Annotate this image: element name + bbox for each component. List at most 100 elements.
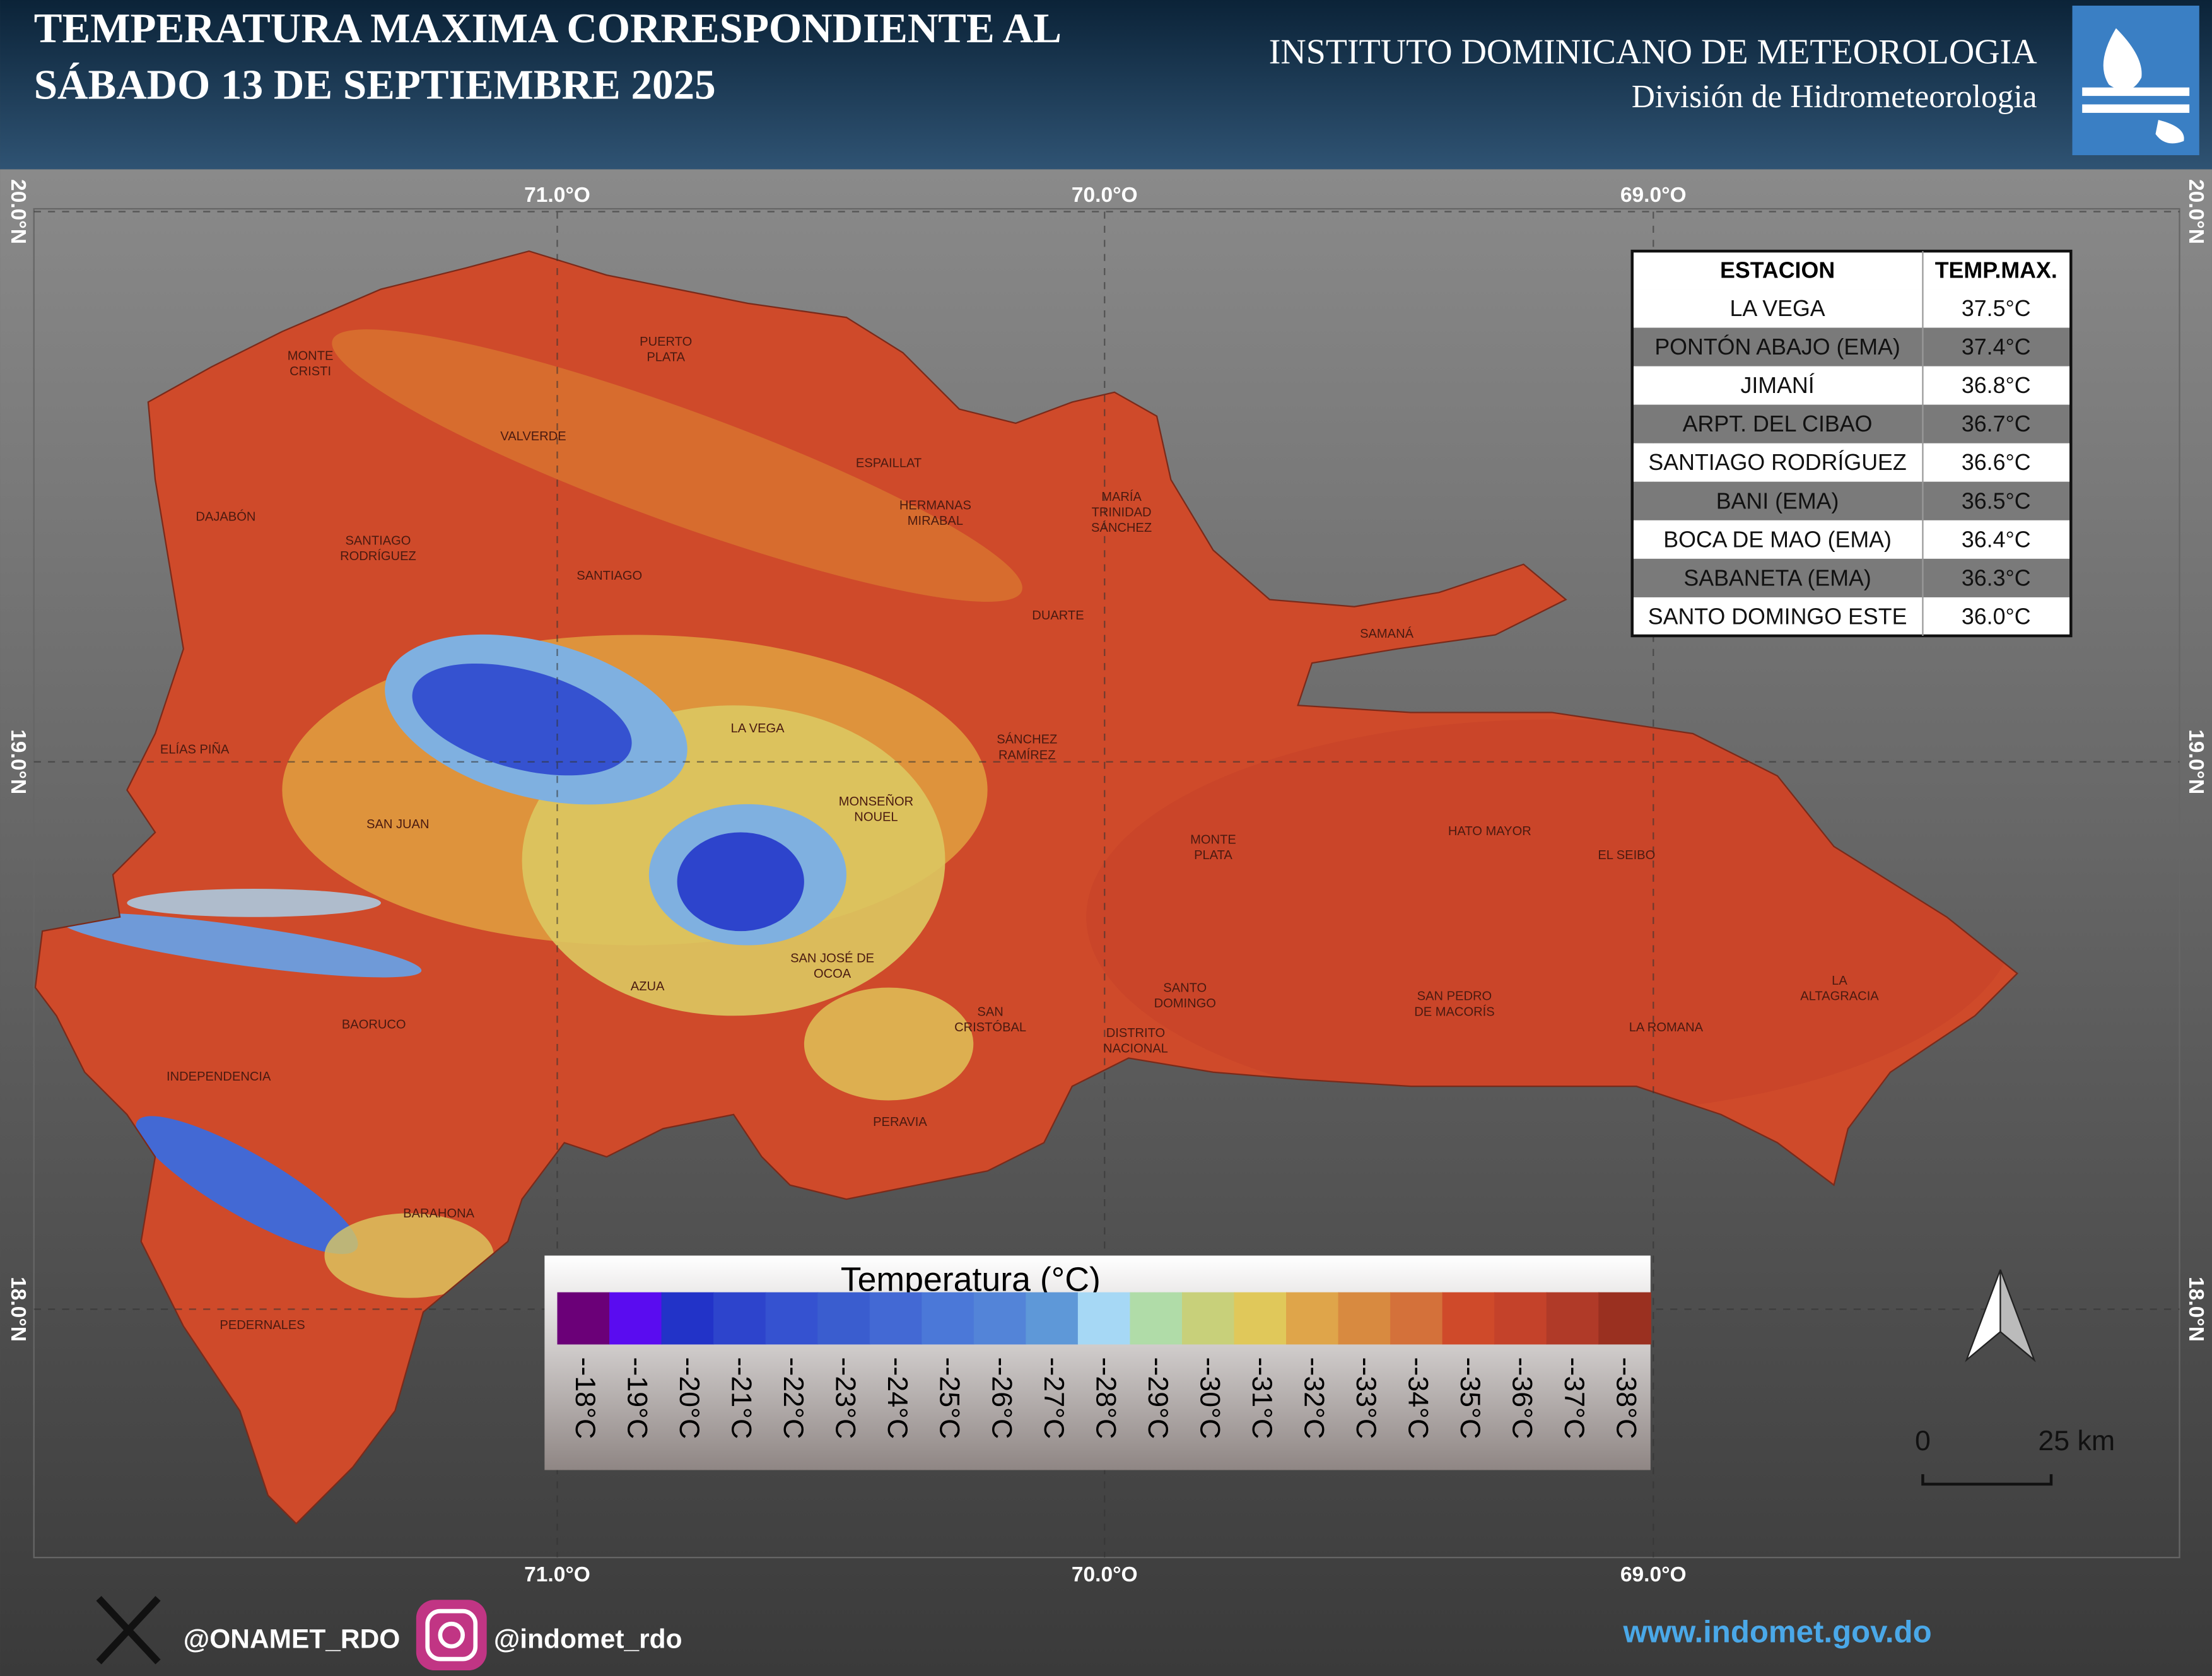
province-label: NACIONAL bbox=[1103, 1041, 1168, 1055]
legend-swatch bbox=[1338, 1292, 1391, 1345]
province-label: BAORUCO bbox=[342, 1017, 406, 1031]
province-label: LA bbox=[1832, 974, 1847, 988]
province-label: SÁNCHEZ bbox=[1091, 520, 1152, 535]
legend-label: --32°C bbox=[1298, 1357, 1329, 1439]
header-bar bbox=[0, 0, 2212, 170]
legend-label: --37°C bbox=[1559, 1357, 1589, 1439]
latitude-label: 20.0°N bbox=[6, 179, 30, 244]
table-cell: SABANETA (EMA) bbox=[1683, 565, 1871, 590]
legend-label: --19°C bbox=[621, 1357, 652, 1439]
instagram-icon[interactable] bbox=[416, 1600, 487, 1671]
province-label: PLATA bbox=[647, 351, 685, 365]
table-header: TEMP.MAX. bbox=[1935, 258, 2057, 283]
longitude-label: 69.0°O bbox=[1620, 184, 1687, 207]
table-row-bg bbox=[1632, 558, 2071, 597]
table-cell: 36.4°C bbox=[1962, 527, 2031, 552]
legend-label: --33°C bbox=[1350, 1357, 1381, 1439]
legend-swatch bbox=[661, 1292, 715, 1345]
legend-label: --28°C bbox=[1090, 1357, 1121, 1439]
province-label: DOMINGO bbox=[1154, 997, 1216, 1011]
institute: INSTITUTO DOMINICANO DE METEOROLOGIA bbox=[1269, 33, 2037, 72]
latitude-label: 18.0°N bbox=[6, 1277, 30, 1342]
province-label: AZUA bbox=[631, 980, 665, 993]
province-label: SÁNCHEZ bbox=[997, 732, 1057, 747]
longitude-label: 70.0°O bbox=[1072, 184, 1138, 207]
province-label: MIRABAL bbox=[908, 514, 963, 528]
legend-label: --21°C bbox=[726, 1357, 757, 1439]
province-label: SAMANÁ bbox=[1360, 626, 1414, 641]
province-label: PEDERNALES bbox=[219, 1318, 305, 1332]
table-cell: 37.5°C bbox=[1962, 296, 2031, 321]
table-cell: BANI (EMA) bbox=[1716, 488, 1839, 513]
province-label: LA VEGA bbox=[731, 722, 785, 735]
province-label: ELÍAS PIÑA bbox=[160, 741, 230, 756]
province-label: PUERTO bbox=[640, 335, 692, 349]
x-icon[interactable] bbox=[96, 1596, 161, 1665]
province-label: CRISTÓBAL bbox=[954, 1020, 1026, 1034]
legend-swatch bbox=[1234, 1292, 1287, 1345]
longitude-label: 71.0°O bbox=[524, 184, 590, 207]
longitude-label: 69.0°O bbox=[1620, 1563, 1687, 1586]
province-label: SAN PEDRO bbox=[1417, 990, 1492, 1004]
table-row-bg bbox=[1632, 597, 2071, 636]
province-label: MONTE bbox=[1190, 833, 1236, 847]
province-label: SANTIAGO bbox=[576, 569, 642, 583]
north-arrow bbox=[1965, 1269, 2036, 1362]
table-row-bg bbox=[1632, 366, 2071, 405]
latitude-label: 18.0°N bbox=[2184, 1277, 2208, 1342]
legend-label: --36°C bbox=[1507, 1357, 1538, 1439]
province-label: RAMÍREZ bbox=[998, 747, 1056, 762]
province-label: OCOA bbox=[814, 967, 851, 981]
website[interactable]: www.indomet.gov.do bbox=[1623, 1614, 1932, 1649]
legend-label: --35°C bbox=[1454, 1357, 1485, 1439]
legend-swatch bbox=[1130, 1292, 1183, 1345]
province-label: MARÍA bbox=[1101, 489, 1142, 504]
province-label: DUARTE bbox=[1032, 609, 1084, 623]
province-label: SAN JUAN bbox=[366, 817, 429, 831]
legend-swatch bbox=[817, 1292, 870, 1345]
longitude-label: 71.0°O bbox=[524, 1563, 590, 1586]
province-label: CRISTI bbox=[290, 365, 331, 378]
table-row-bg bbox=[1632, 404, 2071, 443]
legend-label: --18°C bbox=[570, 1357, 600, 1439]
legend-swatch bbox=[557, 1292, 611, 1345]
title: TEMPERATURA MAXIMA CORRESPONDIENTE AL bbox=[34, 4, 1062, 52]
table-cell: 36.5°C bbox=[1962, 488, 2031, 513]
table-cell: BOCA DE MAO (EMA) bbox=[1663, 527, 1892, 552]
map-frame bbox=[33, 208, 2180, 1559]
legend-swatch bbox=[1181, 1292, 1235, 1345]
province-label: EL SEIBO bbox=[1598, 848, 1655, 862]
province-label: ALTAGRACIA bbox=[1800, 990, 1879, 1004]
legend-label: --25°C bbox=[934, 1357, 965, 1439]
table-cell: JIMANÍ bbox=[1740, 373, 1814, 398]
legend-swatch bbox=[1546, 1292, 1600, 1345]
legend-label: --38°C bbox=[1611, 1357, 1642, 1439]
legend-label: --20°C bbox=[674, 1357, 705, 1439]
legend-label: --27°C bbox=[1038, 1357, 1069, 1439]
longitude-label: 70.0°O bbox=[1072, 1563, 1138, 1586]
legend-swatch bbox=[922, 1292, 974, 1345]
province-label: SANTIAGO bbox=[345, 534, 411, 548]
legend-label: --22°C bbox=[778, 1357, 809, 1439]
province-label: SAN JOSÉ DE bbox=[790, 951, 874, 965]
legend-swatch bbox=[1494, 1292, 1547, 1345]
province-label: BARAHONA bbox=[403, 1207, 474, 1221]
province-label: TRINIDAD bbox=[1092, 506, 1152, 520]
logo bbox=[2072, 5, 2199, 156]
legend-swatch bbox=[1442, 1292, 1495, 1345]
legend-swatch bbox=[609, 1292, 662, 1345]
legend-swatch bbox=[1598, 1292, 1651, 1345]
legend-label: --26°C bbox=[986, 1357, 1017, 1439]
latitude-label: 20.0°N bbox=[2184, 179, 2208, 244]
province-label: DISTRITO bbox=[1106, 1026, 1165, 1040]
title: SÁBADO 13 DE SEPTIEMBRE 2025 bbox=[34, 61, 716, 108]
legend-label: --31°C bbox=[1246, 1357, 1277, 1439]
legend-swatch bbox=[1026, 1292, 1079, 1345]
province-label: ESPAILLAT bbox=[856, 456, 922, 470]
province-label: HATO MAYOR bbox=[1448, 824, 1531, 838]
legend-box bbox=[544, 1255, 1651, 1470]
table-cell: 36.6°C bbox=[1962, 450, 2031, 475]
table-cell: LA VEGA bbox=[1730, 296, 1825, 321]
legend-label: --23°C bbox=[830, 1357, 861, 1439]
province-label: PERAVIA bbox=[873, 1115, 927, 1129]
